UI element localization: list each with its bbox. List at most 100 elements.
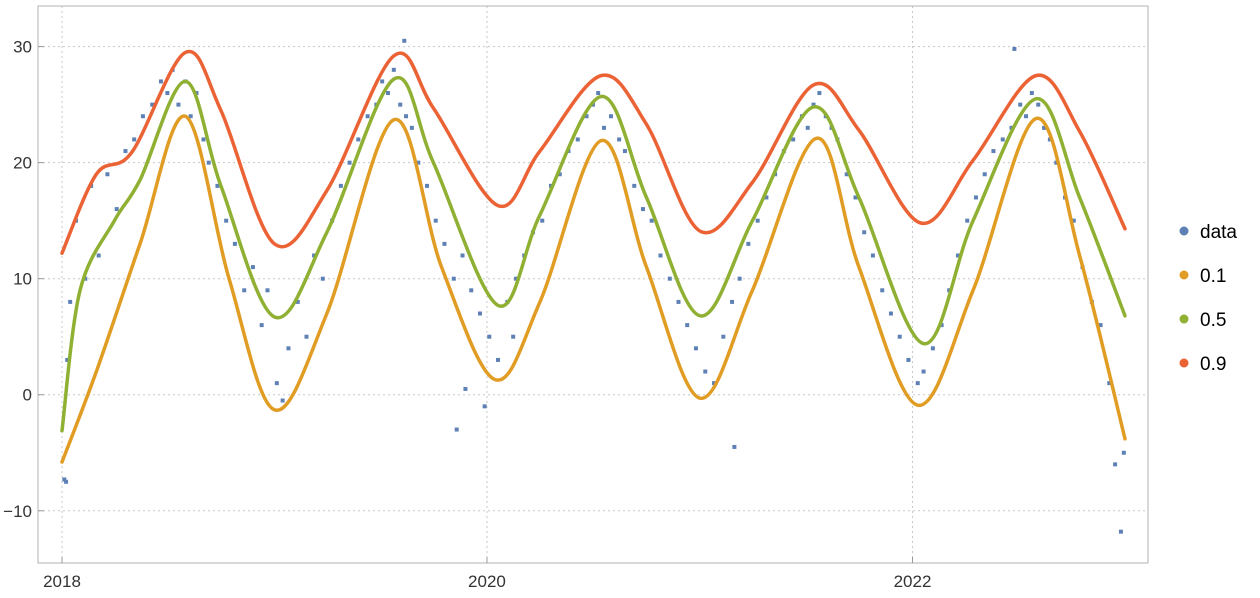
- data-point: [62, 477, 67, 482]
- data-point: [685, 323, 690, 328]
- data-point: [188, 114, 193, 119]
- data-point: [425, 183, 430, 188]
- data-point: [1042, 125, 1047, 130]
- data-point: [737, 276, 742, 281]
- series-layer: [60, 38, 1127, 534]
- data-point: [416, 160, 421, 165]
- series-line-0_1: [60, 114, 1127, 464]
- data-point: [676, 299, 681, 304]
- data-point: [224, 218, 229, 223]
- data-point: [409, 125, 414, 130]
- data-point: [921, 369, 926, 374]
- data-point: [140, 114, 145, 119]
- data-point: [286, 346, 291, 351]
- data-point: [764, 195, 769, 200]
- data-point: [482, 404, 487, 409]
- tick-layer: −10 0 10 20 30 2018 2020 2022: [3, 38, 931, 591]
- legend-marker: [1179, 226, 1189, 236]
- data-point: [982, 172, 987, 177]
- x-tick-label: 2022: [894, 572, 932, 591]
- data-point: [259, 323, 264, 328]
- data-point: [356, 137, 361, 142]
- data-point: [232, 241, 237, 246]
- data-point: [939, 323, 944, 328]
- data-point: [165, 91, 170, 96]
- data-point: [83, 276, 88, 281]
- data-point: [703, 369, 708, 374]
- data-point: [365, 114, 370, 119]
- y-tick-label: 20: [13, 154, 32, 173]
- legend: data 0.1 0.5 0.9: [1179, 222, 1237, 375]
- data-point: [442, 241, 447, 246]
- data-point: [1029, 91, 1034, 96]
- data-point: [791, 137, 796, 142]
- data-point: [274, 381, 279, 386]
- data-point: [158, 79, 163, 84]
- data-point: [880, 288, 885, 293]
- data-point: [1024, 114, 1029, 119]
- data-point: [755, 218, 760, 223]
- data-point: [973, 195, 978, 200]
- data-point: [380, 79, 385, 84]
- data-point: [540, 218, 545, 223]
- data-point: [870, 253, 875, 258]
- data-point: [1121, 450, 1126, 455]
- data-point: [732, 444, 737, 449]
- data-point: [693, 346, 698, 351]
- data-point: [176, 102, 181, 107]
- legend-label: 0.1: [1200, 266, 1226, 287]
- data-point: [451, 276, 456, 281]
- data-point: [853, 195, 858, 200]
- data-point: [454, 427, 459, 432]
- data-point: [721, 334, 726, 339]
- data-point: [811, 102, 816, 107]
- x-tick-label: 2018: [43, 572, 81, 591]
- data-point: [805, 125, 810, 130]
- data-point: [265, 288, 270, 293]
- data-point: [487, 334, 492, 339]
- data-point: [215, 183, 220, 188]
- data-point: [930, 346, 935, 351]
- legend-marker: [1179, 270, 1189, 280]
- data-point: [632, 183, 637, 188]
- legend-marker: [1179, 358, 1189, 368]
- data-point: [496, 357, 501, 362]
- series-line-0_5: [60, 75, 1127, 433]
- data-point: [469, 288, 474, 293]
- data-point: [557, 172, 562, 177]
- data-point: [1118, 529, 1123, 534]
- data-point: [617, 137, 622, 142]
- data-point: [844, 172, 849, 177]
- data-point: [817, 91, 822, 96]
- data-point: [150, 102, 155, 107]
- data-point: [477, 311, 482, 316]
- data-point: [201, 137, 206, 142]
- data-point: [1113, 462, 1118, 467]
- data-point: [622, 149, 627, 154]
- legend-marker: [1179, 314, 1189, 324]
- data-point: [511, 334, 516, 339]
- data-point: [391, 67, 396, 72]
- data-point: [338, 183, 343, 188]
- data-point: [584, 114, 589, 119]
- data-point: [460, 253, 465, 258]
- data-point: [1047, 137, 1052, 142]
- data-point: [906, 357, 911, 362]
- data-point: [433, 218, 438, 223]
- data-point: [1107, 381, 1112, 386]
- data-point: [658, 253, 663, 258]
- data-point: [640, 207, 645, 212]
- data-point: [746, 241, 751, 246]
- data-point: [897, 334, 902, 339]
- data-point: [955, 253, 960, 258]
- legend-label: data: [1200, 222, 1237, 243]
- data-point: [514, 276, 519, 281]
- data-point: [206, 160, 211, 165]
- data-point: [114, 207, 119, 212]
- data-point: [105, 172, 110, 177]
- series-line-0_9: [60, 49, 1127, 255]
- data-point: [915, 381, 920, 386]
- data-point: [242, 288, 247, 293]
- data-point: [320, 276, 325, 281]
- data-point: [1036, 102, 1041, 107]
